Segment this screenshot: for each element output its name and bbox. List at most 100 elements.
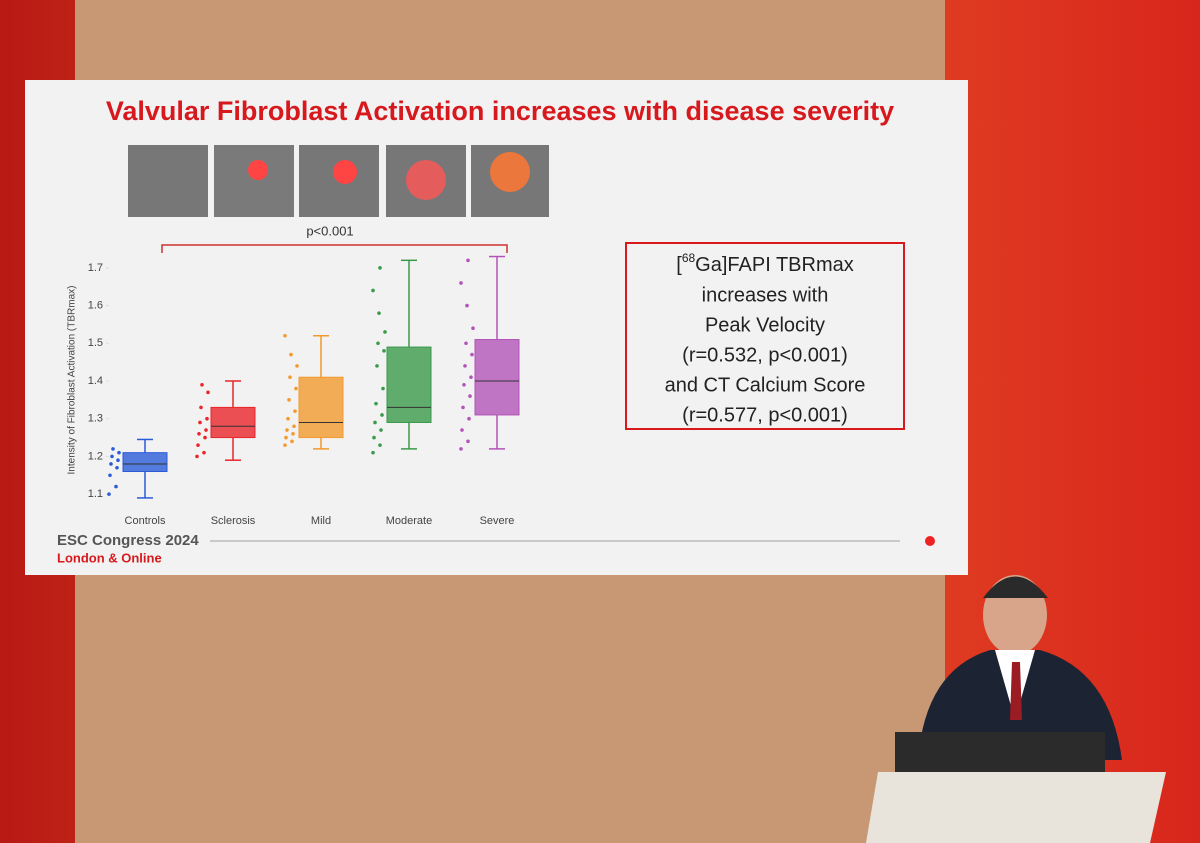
data-point <box>203 435 207 440</box>
text-box-line: (r=0.577, p<0.001) <box>682 404 848 426</box>
footer-event: ESC Congress 2024 <box>57 532 199 549</box>
data-point <box>283 333 287 338</box>
slide-title: Valvular Fibroblast Activation increases… <box>106 96 894 126</box>
scan-thumbnails <box>128 145 549 217</box>
text-box-line: and CT Calcium Score <box>665 374 866 396</box>
data-point <box>464 341 468 346</box>
box <box>386 346 432 423</box>
data-point <box>462 382 466 387</box>
data-point <box>378 266 382 270</box>
data-point <box>283 443 287 447</box>
laptop <box>895 732 1105 772</box>
data-point <box>292 424 296 429</box>
data-point <box>285 428 289 432</box>
text-box-line: [68Ga]FAPI TBRmax <box>676 251 854 276</box>
data-point <box>284 435 288 440</box>
data-point <box>204 428 208 432</box>
data-point <box>197 432 201 436</box>
data-point <box>463 364 467 368</box>
data-point <box>199 405 203 410</box>
box <box>298 376 344 439</box>
y-tick-label: 1.7 <box>88 262 103 274</box>
data-point <box>374 401 378 406</box>
data-point <box>114 484 118 489</box>
text-box-lines: increases with Peak Velocity (r=0.532, p<0… <box>665 284 866 426</box>
x-tick-label: Controls <box>125 515 166 527</box>
data-point <box>371 450 375 455</box>
y-tick-label: 1.3 <box>88 413 103 425</box>
data-point <box>288 375 292 380</box>
text-part: Ga]FAPI TBRmax <box>695 254 854 276</box>
data-point <box>202 450 206 455</box>
data-point <box>290 439 294 444</box>
box <box>474 339 520 416</box>
data-point <box>380 413 384 417</box>
data-point <box>291 432 295 436</box>
significance-label: p<0.001 <box>306 223 353 238</box>
y-axis-label: Intensity of Fibroblast Activation (TBRm… <box>67 286 78 475</box>
data-point <box>461 405 465 410</box>
x-tick-label: Mild <box>311 515 331 527</box>
data-point <box>375 364 379 368</box>
data-point <box>373 420 377 425</box>
box <box>122 452 168 473</box>
data-point <box>471 326 475 331</box>
progress-dot <box>925 536 935 546</box>
data-point <box>382 349 386 353</box>
data-point <box>205 416 209 421</box>
box <box>210 406 256 439</box>
data-point <box>295 364 299 368</box>
data-point <box>371 288 375 293</box>
data-point <box>466 439 470 444</box>
x-tick-label: Sclerosis <box>211 515 256 527</box>
data-point <box>110 454 114 459</box>
data-point <box>206 390 210 395</box>
data-point <box>111 447 115 451</box>
data-point <box>116 458 120 463</box>
data-point <box>289 352 293 357</box>
text-box-line: (r=0.532, p<0.001) <box>682 344 848 366</box>
significance-bracket <box>161 244 508 253</box>
data-point <box>468 394 472 398</box>
footer-place: London & Online <box>57 550 162 565</box>
text-box <box>625 242 905 430</box>
data-point <box>381 386 385 391</box>
podium <box>866 772 1166 843</box>
data-point <box>108 473 112 478</box>
data-point <box>117 450 121 455</box>
data-point <box>107 492 111 496</box>
data-point <box>379 428 383 432</box>
data-point <box>460 428 464 432</box>
data-point <box>469 375 473 380</box>
data-point <box>466 258 470 263</box>
data-point <box>459 447 463 451</box>
data-point <box>196 443 200 447</box>
data-point <box>286 416 290 421</box>
text-box-line: increases with <box>702 284 829 306</box>
y-tick-label: 1.5 <box>88 337 103 349</box>
data-point <box>198 420 202 425</box>
y-tick-label: 1.4 <box>88 375 103 387</box>
x-tick-label: Severe <box>480 515 515 527</box>
y-tick-label: 1.2 <box>88 450 103 462</box>
data-point <box>378 443 382 447</box>
text-part: [ <box>676 254 682 276</box>
y-tick-label: 1.6 <box>88 299 103 311</box>
plot: 1.1 1.2 1.3 1.4 1.5 1.6 1.7 Controls Sclerosis Mi… <box>88 255 520 527</box>
data-point <box>376 341 380 346</box>
y-tick-label: 1.1 <box>88 488 103 500</box>
data-point <box>115 465 119 470</box>
data-point <box>470 352 474 357</box>
data-point <box>293 409 297 413</box>
data-point <box>465 303 469 308</box>
data-point <box>467 416 471 421</box>
data-point <box>459 281 463 285</box>
x-tick-label: Moderate <box>386 515 432 527</box>
data-point <box>377 311 381 315</box>
data-point <box>294 386 298 391</box>
data-point <box>383 330 387 334</box>
text-box-line: Peak Velocity <box>705 314 825 336</box>
data-point <box>287 398 291 402</box>
